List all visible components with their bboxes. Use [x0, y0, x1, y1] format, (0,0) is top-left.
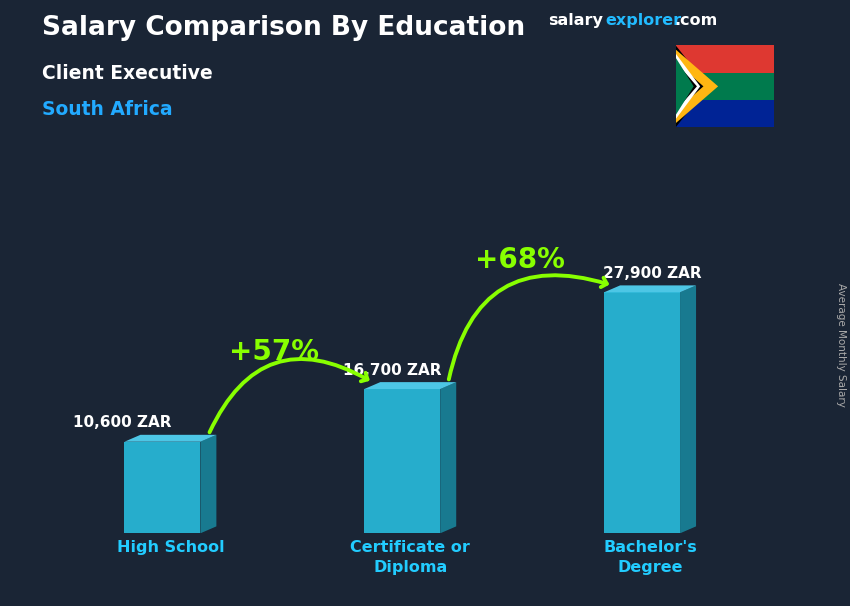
Polygon shape [676, 45, 708, 127]
Text: +57%: +57% [230, 338, 320, 367]
Text: High School: High School [116, 540, 224, 555]
Polygon shape [676, 53, 700, 119]
Text: .com: .com [674, 13, 717, 28]
Text: +68%: +68% [475, 247, 565, 275]
Text: Certificate or
Diploma: Certificate or Diploma [350, 540, 470, 575]
Polygon shape [676, 50, 718, 123]
Polygon shape [124, 435, 217, 442]
Text: 16,700 ZAR: 16,700 ZAR [343, 363, 441, 378]
Text: 10,600 ZAR: 10,600 ZAR [73, 416, 172, 430]
Polygon shape [365, 382, 456, 389]
Text: salary: salary [548, 13, 604, 28]
Text: Bachelor's
Degree: Bachelor's Degree [604, 540, 697, 575]
Polygon shape [676, 58, 694, 115]
Polygon shape [604, 285, 696, 292]
Polygon shape [365, 389, 440, 533]
Text: explorer: explorer [605, 13, 682, 28]
Polygon shape [124, 442, 201, 533]
Text: Salary Comparison By Education: Salary Comparison By Education [42, 15, 525, 41]
Polygon shape [676, 45, 774, 127]
Text: South Africa: South Africa [42, 100, 173, 119]
Polygon shape [676, 45, 774, 73]
Polygon shape [604, 292, 680, 533]
Text: 27,900 ZAR: 27,900 ZAR [603, 266, 701, 281]
Polygon shape [201, 435, 217, 533]
Text: Client Executive: Client Executive [42, 64, 213, 82]
Text: Average Monthly Salary: Average Monthly Salary [836, 284, 846, 407]
Polygon shape [676, 100, 774, 127]
Polygon shape [440, 382, 456, 533]
Polygon shape [680, 285, 696, 533]
